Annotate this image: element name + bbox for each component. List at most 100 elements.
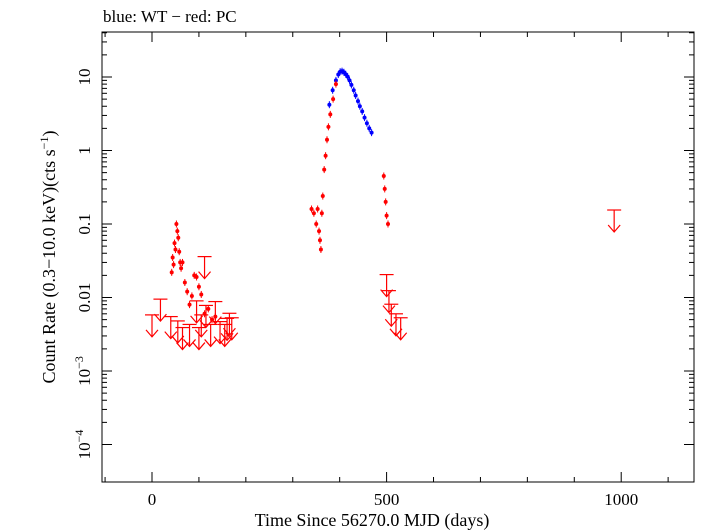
- upper-limit-arrow: [607, 209, 622, 233]
- data-point: [333, 82, 338, 87]
- upper-limit-head: [192, 342, 206, 351]
- data-point: [367, 126, 372, 131]
- data-point: [326, 124, 331, 129]
- upper-limit-head: [208, 316, 222, 325]
- data-point: [323, 153, 328, 158]
- data-marks: [145, 67, 622, 351]
- data-point: [176, 235, 181, 240]
- upper-limit-arrow: [213, 321, 228, 345]
- upper-limit-arrow: [393, 317, 408, 341]
- data-point: [320, 194, 325, 199]
- y-tick-exponent: −4: [72, 430, 86, 443]
- data-point: [382, 186, 387, 191]
- y-tick-label: 0.1: [75, 213, 94, 234]
- upper-limit-arrow: [384, 303, 399, 328]
- data-point: [180, 260, 185, 265]
- data-point: [206, 306, 211, 311]
- data-point: [170, 255, 175, 260]
- data-point: [360, 109, 365, 114]
- y-tick-label: 10−3: [72, 356, 94, 386]
- y-tick-label: 10: [75, 69, 94, 86]
- upper-limit-arrow: [182, 323, 197, 348]
- data-point: [355, 99, 360, 104]
- upper-limit-head: [607, 224, 621, 233]
- data-point: [327, 102, 332, 107]
- upper-limit-arrow: [175, 326, 190, 351]
- upper-limit-head: [382, 305, 396, 314]
- data-point: [317, 229, 322, 234]
- upper-limit-arrow: [224, 317, 239, 341]
- plot-frame: [101, 31, 695, 483]
- y-axis-label-close: ): [39, 131, 60, 137]
- data-point: [179, 266, 184, 271]
- upper-limit-arrow: [381, 290, 396, 314]
- data-point: [169, 270, 174, 275]
- data-point: [199, 292, 204, 297]
- data-point: [173, 247, 178, 252]
- upper-limit-arrow: [189, 300, 204, 324]
- data-point: [322, 167, 327, 172]
- data-point: [172, 241, 177, 246]
- upper-limit-head: [199, 320, 213, 329]
- upper-limit-arrow: [222, 312, 237, 337]
- upper-limit-head: [380, 289, 394, 298]
- upper-limit-head: [225, 332, 239, 341]
- upper-limit-head: [389, 328, 403, 337]
- x-tick-label: 0: [148, 490, 157, 509]
- data-point: [330, 88, 335, 93]
- upper-limit-head: [164, 331, 178, 340]
- upper-limit-arrow: [197, 256, 212, 280]
- upper-limit-arrow: [145, 314, 159, 338]
- data-point: [194, 275, 199, 280]
- data-point: [196, 284, 201, 289]
- data-point: [381, 173, 386, 178]
- upper-limit-arrow: [163, 315, 178, 340]
- data-point: [349, 82, 354, 87]
- upper-limit-head: [183, 339, 196, 348]
- upper-limit-head: [145, 329, 159, 338]
- upper-limit-head: [222, 327, 236, 337]
- data-point: [311, 211, 316, 216]
- upper-limit-head: [213, 336, 227, 345]
- upper-limit-arrow: [170, 320, 185, 344]
- y-tick-base: 1: [75, 146, 94, 155]
- upper-limit-head: [194, 329, 208, 338]
- data-point: [331, 97, 336, 102]
- data-point: [182, 280, 187, 285]
- data-point: [328, 112, 333, 117]
- upper-limit-arrow: [208, 300, 223, 325]
- upper-limit-arrow: [379, 273, 394, 298]
- data-point: [353, 93, 358, 98]
- data-point: [318, 247, 323, 252]
- y-axis-label: Count Rate (0.3−10.0 keV)(cts s−1): [37, 131, 60, 384]
- data-point: [386, 222, 391, 226]
- data-point: [364, 121, 369, 126]
- data-point: [336, 72, 341, 77]
- data-point: [317, 238, 322, 243]
- data-point: [357, 104, 362, 109]
- data-point: [319, 211, 324, 216]
- y-tick-base: 10: [75, 69, 94, 86]
- y-axis-label-main: Count Rate (0.3−10.0 keV)(cts s: [39, 149, 60, 383]
- data-point: [185, 289, 190, 294]
- data-point: [351, 88, 356, 93]
- data-point: [315, 206, 320, 211]
- upper-limit-arrow: [198, 304, 213, 329]
- data-point: [174, 222, 179, 226]
- data-point: [309, 206, 314, 211]
- data-point: [345, 74, 350, 79]
- x-tick-label: 500: [374, 490, 400, 509]
- data-point: [362, 115, 367, 120]
- y-tick-base: 0.1: [75, 213, 94, 234]
- x-axis-label: Time Since 56270.0 MJD (days): [255, 510, 490, 531]
- y-tick-label: 10−4: [72, 430, 94, 460]
- upper-limit-head: [198, 271, 212, 280]
- data-point: [325, 137, 330, 142]
- chart-title: blue: WT − red: PC: [103, 7, 237, 26]
- upper-limit-arrow: [191, 326, 206, 351]
- x-axis: 0500100015002000: [104, 32, 669, 509]
- data-point: [333, 78, 338, 83]
- upper-limit-head: [171, 335, 185, 344]
